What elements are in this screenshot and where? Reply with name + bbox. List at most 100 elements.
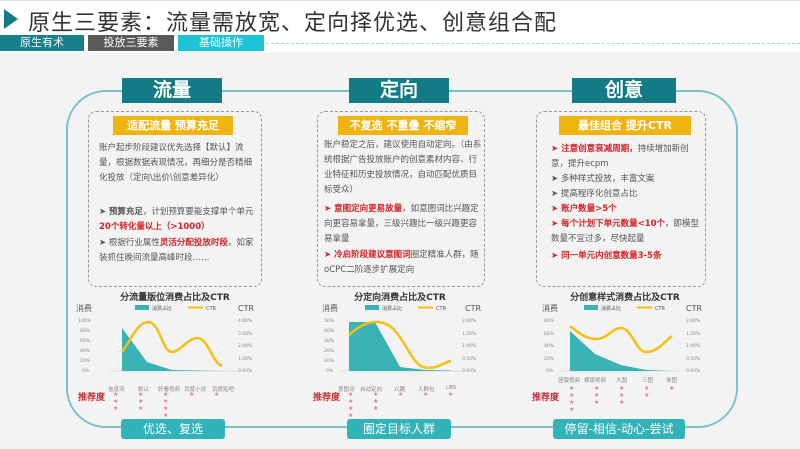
svg-text:40%: 40%: [544, 343, 555, 349]
bullet-traffic-1: ➤ 预算充足，计划预算要能支撑单个单元20个转化量以上（>1000）: [99, 207, 254, 232]
svg-text:0%: 0%: [546, 368, 554, 374]
svg-text:★: ★: [619, 385, 624, 392]
intro-traffic: 账户起步阶段建议优先选择【默认】流量，根据数据表现情况，再细分是否精细化投放（定…: [99, 143, 253, 183]
section-title-creative: 创意: [572, 78, 676, 103]
ribbon-creative: 最佳组合 提升CTR: [559, 116, 691, 135]
svg-text:★: ★: [669, 385, 674, 392]
chart-traffic: 消费 CTR 消费占比 CTR 100% 80% 60% 40% 20% 0% …: [76, 303, 254, 374]
tab-three-elements[interactable]: 投放三要素: [88, 35, 174, 51]
svg-text:★: ★: [594, 392, 599, 399]
recommend-label-creative: 推荐度: [532, 393, 560, 403]
intro-targeting: 账户稳定之后，建议使用自动定向。（由系统根据广告投放账户的创意素材内容、行业特征…: [324, 140, 482, 195]
footer-targeting: 圈定目标人群: [347, 419, 451, 439]
page-title: 原生三要素：流量需放宽、定向择优选、创意组合配: [28, 11, 558, 36]
svg-text:★: ★: [163, 412, 168, 419]
svg-text:80%: 80%: [544, 318, 555, 324]
svg-text:★: ★: [113, 405, 118, 412]
svg-text:30%: 30%: [324, 338, 335, 344]
tab-native[interactable]: 原生有术: [0, 35, 84, 51]
svg-text:0%: 0%: [82, 368, 90, 374]
svg-text:40%: 40%: [324, 328, 335, 334]
svg-text:0.00%: 0.00%: [686, 368, 701, 374]
svg-text:★: ★: [348, 412, 353, 419]
svg-text:2.00%: 2.00%: [462, 318, 477, 324]
svg-text:消费: 消费: [322, 303, 338, 313]
svg-text:0%: 0%: [326, 368, 334, 374]
svg-text:2.00%: 2.00%: [238, 343, 253, 349]
bullet-creative-3: ➤ 提高程序化创意占比: [551, 189, 638, 199]
svg-text:★: ★: [373, 405, 378, 412]
svg-text:消费占比: 消费占比: [382, 305, 402, 312]
chart-title-targeting: 分定向消费占比及CTR: [354, 293, 446, 303]
star-ratings-targeting: ★★★★ ★★★ ★ ★ ★: [348, 391, 453, 419]
svg-text:★: ★: [569, 406, 574, 413]
tab-basic-operation[interactable]: 基础操作: [178, 35, 264, 51]
svg-text:消费: 消费: [76, 303, 92, 313]
svg-text:0.50%: 0.50%: [462, 356, 477, 362]
bullet-creative-5: ➤ 每个计划下单元数量<10个，即模型数量不宜过多，尽快起量: [551, 219, 700, 244]
svg-text:★: ★: [348, 398, 353, 405]
svg-text:★: ★: [594, 399, 599, 406]
svg-text:20%: 20%: [544, 356, 555, 362]
svg-text:50%: 50%: [324, 318, 335, 324]
svg-text:★: ★: [163, 391, 168, 398]
svg-text:CTR: CTR: [465, 304, 481, 313]
svg-text:60%: 60%: [544, 331, 555, 337]
svg-text:1.00%: 1.00%: [462, 343, 477, 349]
svg-text:20%: 20%: [80, 358, 91, 364]
svg-text:60%: 60%: [80, 338, 91, 344]
bullet-creative-6: ➤ 同一单元内创意数量3-5条: [551, 251, 662, 261]
star-ratings-creative: ★★★★ ★★★ ★★★ ★★ ★: [569, 385, 674, 413]
svg-text:★: ★: [214, 391, 219, 398]
panel-targeting: 不复选 不重叠 不缩窄 账户稳定之后，建议使用自动定向。（由系统根据广告投放账户…: [317, 111, 485, 287]
chart-title-traffic: 分流量版位消费占比及CTR: [120, 293, 230, 303]
recommend-label-targeting: 推荐度: [313, 393, 341, 403]
ribbon-targeting: 不复选 不重叠 不缩窄: [338, 116, 468, 135]
svg-text:★: ★: [348, 391, 353, 398]
svg-text:★: ★: [113, 391, 118, 398]
svg-text:10%: 10%: [324, 358, 335, 364]
svg-text:CTR: CTR: [206, 306, 217, 312]
svg-text:CTR: CTR: [686, 304, 702, 313]
svg-text:★: ★: [644, 385, 649, 392]
svg-text:★: ★: [373, 391, 378, 398]
svg-text:★: ★: [189, 391, 194, 398]
svg-text:3.00%: 3.00%: [238, 331, 253, 337]
bullet-creative-1: ➤ 注意创意衰减周期，持续增加新创意，提升ecpm: [551, 144, 689, 169]
svg-text:★: ★: [619, 392, 624, 399]
header: 原生三要素：流量需放宽、定向择优选、创意组合配: [0, 0, 800, 36]
chart-creative: 消费 CTR 消费占比 CTR 80% 60% 40% 20% 0% 2.00%…: [542, 303, 702, 374]
chart-title-creative: 分创意样式消费占比及CTR: [570, 293, 680, 303]
svg-text:4.00%: 4.00%: [238, 318, 253, 324]
svg-text:CTR: CTR: [238, 304, 254, 313]
svg-text:★: ★: [138, 391, 143, 398]
svg-text:消费: 消费: [542, 303, 558, 313]
svg-text:20%: 20%: [324, 348, 335, 354]
svg-text:消费占比: 消费占比: [152, 305, 172, 312]
svg-text:★: ★: [348, 405, 353, 412]
svg-text:★: ★: [163, 405, 168, 412]
section-title-targeting: 定向: [349, 78, 449, 103]
bullet-traffic-2: ➤ 根据行业属性灵活分配投放时段，如家装抓住晚间流量高峰时段……: [99, 238, 254, 263]
svg-text:★: ★: [569, 385, 574, 392]
svg-text:★: ★: [373, 398, 378, 405]
svg-text:★: ★: [138, 405, 143, 412]
svg-text:0.00%: 0.00%: [238, 368, 253, 374]
svg-text:消费占比: 消费占比: [601, 305, 621, 312]
tab-bar: 原生有术 投放三要素 基础操作: [0, 34, 800, 52]
svg-text:★: ★: [448, 391, 453, 398]
bullet-targeting-2: ➤ 冷启阶段建议意图词圈定精准人群，随oCPC二阶逐步扩展定向: [324, 250, 479, 275]
svg-text:CTR: CTR: [436, 306, 447, 312]
star-ratings-traffic: ★★★ ★★★ ★★★★ ★ ★: [113, 391, 219, 419]
svg-text:40%: 40%: [80, 348, 91, 354]
section-title-traffic: 流量: [122, 78, 222, 103]
svg-text:★: ★: [619, 399, 624, 406]
svg-text:★: ★: [569, 392, 574, 399]
svg-text:80%: 80%: [80, 328, 91, 334]
svg-text:1.50%: 1.50%: [686, 331, 701, 337]
svg-text:CTR: CTR: [655, 306, 666, 312]
svg-text:★: ★: [138, 398, 143, 405]
svg-text:★: ★: [398, 391, 403, 398]
svg-text:1.00%: 1.00%: [238, 356, 253, 362]
svg-text:★: ★: [644, 392, 649, 399]
